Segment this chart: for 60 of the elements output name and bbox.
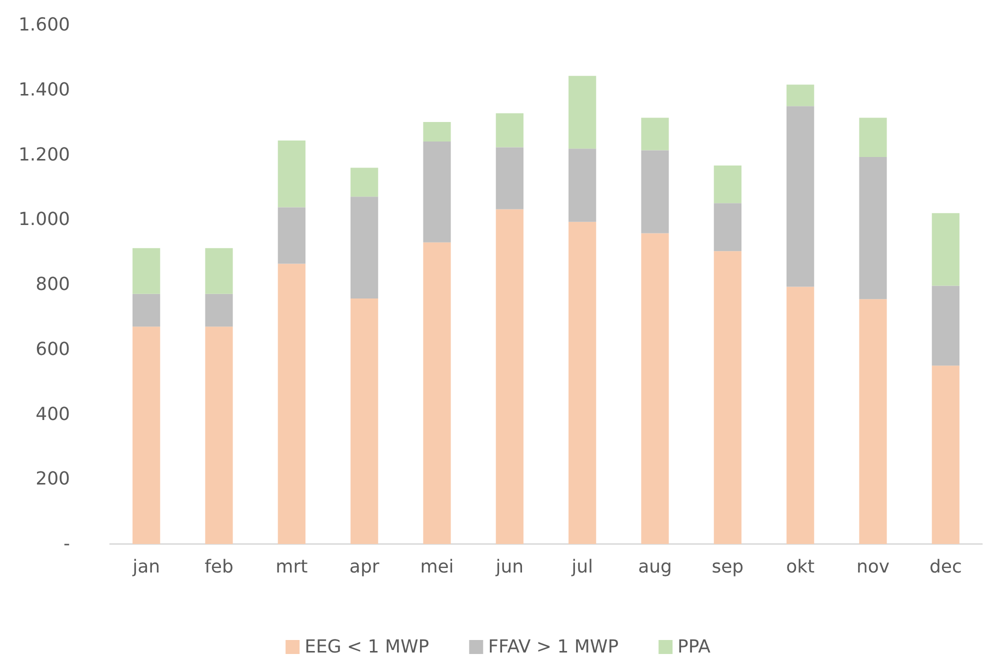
y-tick-label: - bbox=[64, 534, 70, 554]
bar bbox=[714, 203, 742, 252]
bar bbox=[350, 168, 378, 197]
bar bbox=[205, 326, 233, 544]
x-tick-label: sep bbox=[712, 556, 744, 578]
bar bbox=[423, 122, 451, 142]
bar bbox=[423, 141, 451, 242]
bar bbox=[786, 106, 814, 287]
bar bbox=[859, 299, 887, 544]
x-tick-label: mrt bbox=[276, 556, 308, 578]
x-tick-label: feb bbox=[204, 556, 234, 578]
x-tick-label: jul bbox=[570, 556, 594, 578]
x-tick-label: jun bbox=[494, 556, 524, 578]
x-tick-label: aug bbox=[638, 556, 672, 578]
bar bbox=[132, 326, 160, 544]
legend-label: PPA bbox=[678, 636, 712, 658]
bar bbox=[350, 298, 378, 544]
bar bbox=[278, 207, 306, 264]
bar bbox=[278, 140, 306, 208]
bar bbox=[205, 294, 233, 327]
x-tick-label: okt bbox=[786, 556, 815, 578]
y-tick-label: 1.200 bbox=[18, 144, 70, 166]
bar bbox=[496, 209, 524, 544]
y-tick-label: 400 bbox=[36, 404, 70, 425]
bar bbox=[132, 248, 160, 294]
bar bbox=[714, 251, 742, 544]
bar bbox=[641, 150, 669, 234]
y-tick-label: 600 bbox=[36, 338, 70, 360]
legend-label: EEG < 1 MWP bbox=[304, 636, 430, 658]
bar bbox=[641, 118, 669, 150]
bar bbox=[932, 213, 960, 286]
x-tick-label: jan bbox=[132, 556, 160, 578]
y-tick-label: 1.400 bbox=[18, 79, 70, 100]
bar bbox=[932, 366, 960, 544]
bar bbox=[859, 118, 887, 158]
bar bbox=[496, 113, 524, 148]
bar bbox=[859, 157, 887, 300]
bar bbox=[786, 286, 814, 544]
legend-label: FFAV > 1 MWP bbox=[488, 636, 619, 658]
y-tick-label: 200 bbox=[36, 468, 70, 490]
x-tick-label: mei bbox=[420, 556, 454, 578]
bar bbox=[132, 294, 160, 327]
bar bbox=[786, 84, 814, 106]
bar bbox=[568, 76, 596, 149]
y-tick-label: 1.600 bbox=[18, 14, 70, 36]
bar bbox=[350, 196, 378, 298]
bar bbox=[714, 165, 742, 204]
bar bbox=[278, 264, 306, 544]
bar bbox=[641, 233, 669, 544]
x-tick-label: apr bbox=[349, 556, 380, 578]
y-tick-label: 800 bbox=[36, 274, 70, 295]
bar bbox=[205, 248, 233, 294]
x-tick-label: nov bbox=[856, 556, 890, 578]
x-tick-label: dec bbox=[929, 556, 962, 578]
bar bbox=[423, 242, 451, 544]
bar bbox=[568, 148, 596, 222]
bar bbox=[568, 222, 596, 544]
bar bbox=[932, 286, 960, 366]
y-tick-label: 1.000 bbox=[18, 209, 70, 230]
bar bbox=[496, 147, 524, 210]
